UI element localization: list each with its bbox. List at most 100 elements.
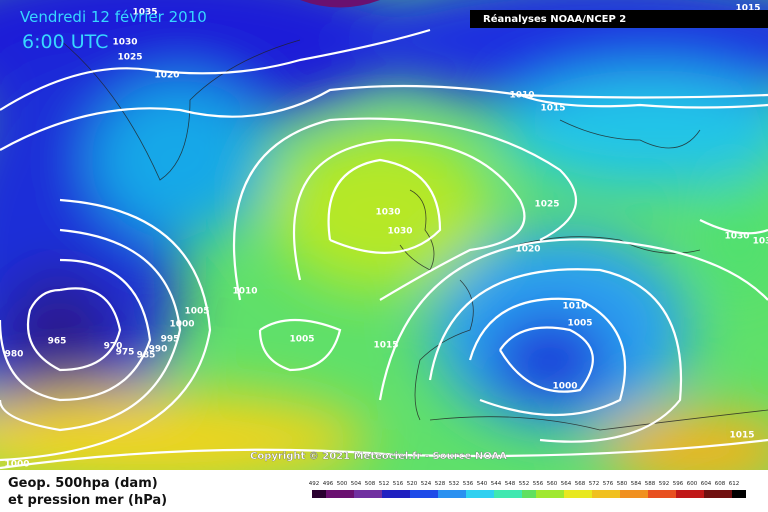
- scale-swatch: [704, 490, 718, 498]
- scale-swatch: [466, 490, 480, 498]
- scale-swatch: [676, 490, 690, 498]
- scale-label: 512: [379, 481, 390, 487]
- scale-label: 560: [547, 481, 558, 487]
- scale-label: 536: [463, 481, 474, 487]
- scale-label: 576: [603, 481, 614, 487]
- isobar-label: 1005: [184, 307, 209, 317]
- scale-label: 556: [533, 481, 544, 487]
- color-scale: 492 496 500 504 508 512 516 520 524 528 532 536 540 5…: [309, 481, 746, 498]
- isobar-label: 1005: [289, 335, 314, 345]
- scale-label: 612: [729, 481, 740, 487]
- isobar-label: 1010: [232, 287, 257, 297]
- scale-swatch: [340, 490, 354, 498]
- scale-label: 516: [393, 481, 404, 487]
- scale-label: 540: [477, 481, 488, 487]
- date-title: Vendredi 12 février 2010: [20, 8, 207, 26]
- scale-swatch: [662, 490, 676, 498]
- isobar-label: 1000: [169, 320, 194, 330]
- scale-swatch: [452, 490, 466, 498]
- scale-swatch: [396, 490, 410, 498]
- scale-label: 572: [589, 481, 600, 487]
- isobar-label: 970: [104, 342, 123, 352]
- scale-swatch: [494, 490, 508, 498]
- isobar-label: 1000: [552, 382, 577, 392]
- scale-swatch: [508, 490, 522, 498]
- scale-label: 508: [365, 481, 376, 487]
- scale-swatch: [480, 490, 494, 498]
- scale-label: 520: [407, 481, 418, 487]
- isobar-label: 1000: [4, 460, 29, 470]
- scale-swatch: [382, 490, 396, 498]
- scale-swatch: [620, 490, 634, 498]
- source-box: [470, 10, 768, 28]
- legend-subtitle: et pression mer (hPa): [8, 493, 167, 508]
- isobar-label: 103: [753, 237, 768, 247]
- isobar-label: 1015: [373, 341, 398, 351]
- time-title: 6:00 UTC: [22, 31, 108, 53]
- scale-label: 500: [337, 481, 348, 487]
- isobar-label: 1015: [735, 4, 760, 14]
- scale-label: 532: [449, 481, 460, 487]
- source-label: Réanalyses NOAA/NCEP 2: [483, 13, 626, 25]
- isobar-label: 1025: [117, 53, 142, 63]
- scale-label: 496: [323, 481, 334, 487]
- field: [0, 0, 768, 470]
- scale-label: 596: [673, 481, 684, 487]
- scale-swatch: [606, 490, 620, 498]
- scale-swatch: [550, 490, 564, 498]
- isobar-label: 1010: [509, 91, 534, 101]
- isobar-label: 1030: [375, 208, 400, 218]
- isobar-label: 1025: [534, 200, 559, 210]
- scale-swatch: [312, 490, 326, 498]
- legend-title: Geop. 500hpa (dam): [8, 476, 158, 491]
- scale-swatch: [648, 490, 662, 498]
- scale-swatch: [410, 490, 424, 498]
- scale-swatch: [732, 490, 746, 498]
- isobar-label: 980: [5, 350, 24, 360]
- isobar-label: 985: [137, 351, 156, 361]
- isobar-label: 995: [161, 335, 180, 345]
- scale-swatch: [592, 490, 606, 498]
- scale-label: 544: [491, 481, 502, 487]
- scale-label: 592: [659, 481, 670, 487]
- isobar-label: 1030: [112, 38, 137, 48]
- isobar-label: 1020: [515, 245, 540, 255]
- scale-swatch: [368, 490, 382, 498]
- scale-label: 608: [715, 481, 726, 487]
- isobar-label: 1015: [729, 431, 754, 441]
- isobar-label: 975: [116, 348, 135, 358]
- isobar-label: 1030: [387, 227, 412, 237]
- scale-swatch: [578, 490, 592, 498]
- isobar-labels: 1035 1030 1025 1020 1010 1015 1015 1030 1030 1025…: [4, 4, 768, 470]
- isobar-label: 1015: [540, 104, 565, 114]
- isobar-label: 1010: [562, 302, 587, 312]
- scale-label: 568: [575, 481, 586, 487]
- scale-label: 552: [519, 481, 530, 487]
- scale-label: 564: [561, 481, 572, 487]
- scale-swatch: [690, 490, 704, 498]
- copyright: Copyright © 2021 Meteociel.fr - Source N…: [250, 451, 507, 462]
- scale-swatch: [536, 490, 550, 498]
- scale-swatch: [354, 490, 368, 498]
- scale-swatch: [634, 490, 648, 498]
- scale-swatch: [438, 490, 452, 498]
- scale-label: 600: [687, 481, 698, 487]
- scale-swatch: [326, 490, 340, 498]
- scale-label: 528: [435, 481, 446, 487]
- scale-label: 492: [309, 481, 320, 487]
- scale-swatch: [718, 490, 732, 498]
- scale-label: 588: [645, 481, 656, 487]
- scale-label: 580: [617, 481, 628, 487]
- isobar-label: 1020: [154, 71, 179, 81]
- isobar-label: 1035: [132, 8, 157, 18]
- scale-label: 524: [421, 481, 432, 487]
- isobar-label: 990: [149, 345, 168, 355]
- scale-label: 584: [631, 481, 642, 487]
- scale-label: 604: [701, 481, 712, 487]
- scale-swatch: [522, 490, 536, 498]
- scale-swatch: [564, 490, 578, 498]
- isobar-label: 965: [48, 337, 67, 347]
